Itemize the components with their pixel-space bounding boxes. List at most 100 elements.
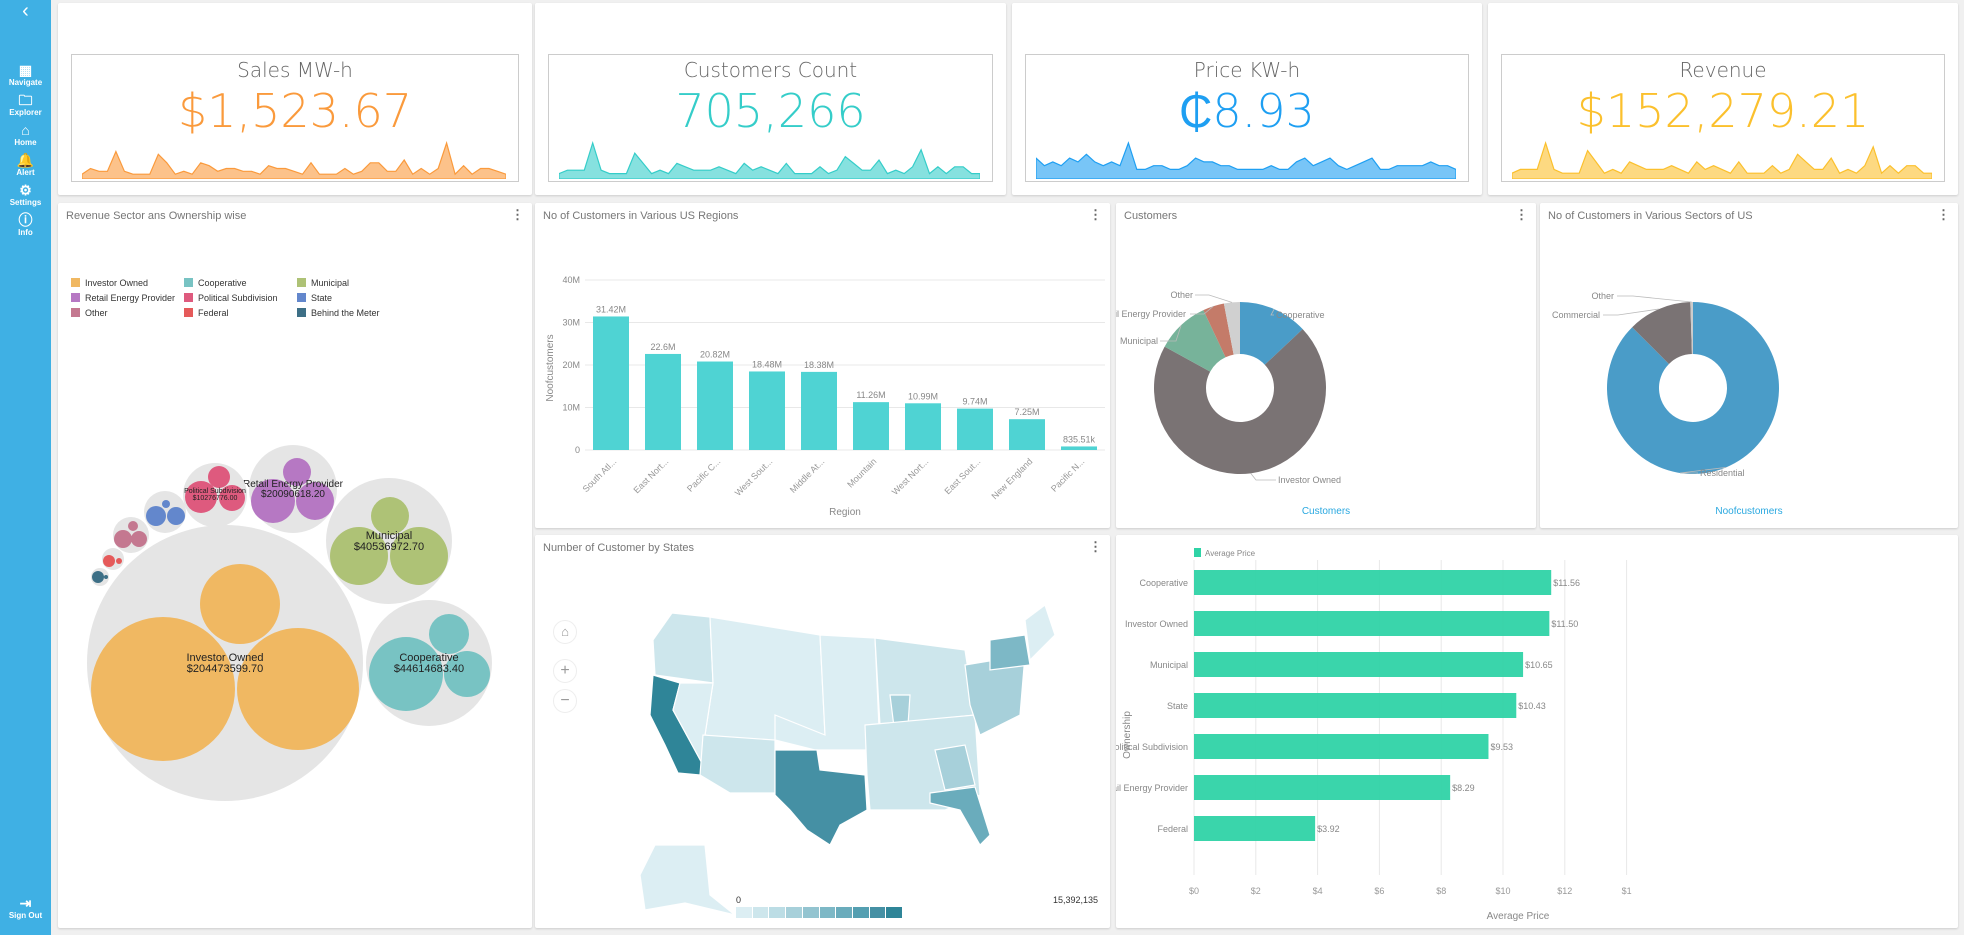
legend-item[interactable]: Behind the Meter bbox=[297, 308, 410, 318]
bubble-group-federal bbox=[102, 548, 124, 570]
more-menu-icon[interactable]: ⋮ bbox=[1089, 207, 1102, 222]
leader-line bbox=[1270, 308, 1275, 316]
sparkline-area bbox=[1512, 141, 1932, 179]
bar bbox=[1194, 816, 1316, 841]
map-region-newengland bbox=[1024, 604, 1056, 662]
x-tick-label: $8 bbox=[1436, 886, 1446, 896]
bubble-value: $40536972.70 bbox=[354, 541, 424, 553]
legend-item[interactable]: Federal bbox=[184, 308, 297, 318]
sparkline-area bbox=[1036, 141, 1456, 179]
sidebar-item-settings[interactable]: ⚙ Settings bbox=[0, 182, 51, 207]
bubble-group-municipal: Municipal$40536972.70 bbox=[326, 478, 452, 604]
sidebar-item-explorer[interactable]: 🗀 Explorer bbox=[0, 92, 51, 117]
bar bbox=[1194, 734, 1489, 759]
sign-out-button[interactable]: ⇥ Sign Out bbox=[0, 895, 51, 920]
data-label: 31.42M bbox=[596, 304, 626, 314]
regions-bar-chart: 0 10M 20M 30M 40M 31.42M South Atl... 22.6M East… bbox=[545, 275, 1105, 518]
legend-item[interactable]: Investor Owned bbox=[71, 278, 184, 288]
data-label: 20.82M bbox=[700, 350, 730, 360]
sparkline-area bbox=[82, 141, 506, 179]
bubble-label: Investor Owned bbox=[186, 652, 263, 664]
leader-line bbox=[1250, 473, 1276, 481]
sidebar-item-alert[interactable]: 🔔 Alert bbox=[0, 152, 51, 177]
bubble bbox=[104, 575, 108, 579]
bubble-label: Cooperative bbox=[399, 652, 458, 664]
average-price-panel: $0 $2 $4 $6 $8 $10 $12 $1 Average Price Cooperati… bbox=[1116, 535, 1958, 928]
bubble-group-investor-owned: Investor Owned$204473599.70 bbox=[87, 525, 363, 801]
bubble-label: Retail Energy Provider bbox=[243, 479, 344, 490]
data-label: $3.92 bbox=[1317, 824, 1340, 834]
kpi-card-2: Price KW-h ₵8.93 bbox=[1012, 3, 1482, 195]
legend-item[interactable]: Political Subdivision bbox=[184, 293, 297, 303]
back-button[interactable]: ‹ bbox=[22, 0, 29, 22]
zoom-in-button[interactable]: + bbox=[553, 659, 577, 683]
home-icon: ⌂ bbox=[21, 122, 30, 138]
sidebar-item-home[interactable]: ⌂ Home bbox=[0, 122, 51, 147]
bubble-value: $44614683.40 bbox=[394, 663, 464, 675]
bubble-group-cooperative: Cooperative$44614683.40 bbox=[366, 600, 492, 726]
legend-item[interactable]: Retail Energy Provider bbox=[71, 293, 184, 303]
legend-item[interactable]: Municipal bbox=[297, 278, 410, 288]
kpi-sparkline bbox=[1512, 141, 1932, 179]
x-tick-label: Pacific N... bbox=[1049, 456, 1086, 493]
panel-title: No of Customers in Various Sectors of US bbox=[1548, 210, 1753, 222]
bar bbox=[1194, 570, 1552, 595]
bubble bbox=[167, 507, 185, 525]
bar bbox=[1061, 446, 1097, 450]
bubble bbox=[237, 628, 359, 750]
sidebar-item-info[interactable]: ⓘ Info bbox=[0, 212, 51, 237]
y-tick-label: Municipal bbox=[1150, 660, 1188, 670]
sectors-donut-chart: Residential Commercial Other bbox=[1552, 291, 1779, 478]
bell-icon: 🔔 bbox=[16, 152, 35, 168]
donut-slice bbox=[1632, 302, 1692, 364]
more-menu-icon[interactable]: ⋮ bbox=[1515, 207, 1528, 222]
data-label: $11.56 bbox=[1553, 578, 1580, 588]
kpi-title: Price KW-h bbox=[1193, 58, 1301, 82]
bubble bbox=[429, 614, 469, 654]
map-region-alaska bbox=[639, 844, 736, 916]
bubble bbox=[369, 637, 443, 711]
kpi-box: Customers Count 705,266 bbox=[548, 54, 993, 182]
y-tick-label: State bbox=[1167, 701, 1188, 711]
folder-icon: 🗀 bbox=[18, 92, 33, 108]
map-home-button[interactable]: ⌂ bbox=[553, 620, 577, 644]
bubble bbox=[208, 466, 230, 488]
sidebar-item-navigate[interactable]: ▦ Navigate bbox=[0, 62, 51, 87]
x-axis-title: Average Price bbox=[1487, 911, 1550, 922]
x-tick-label: $2 bbox=[1251, 886, 1261, 896]
slice-label: Cooperative bbox=[1276, 310, 1325, 320]
bar bbox=[697, 361, 733, 450]
average-price-bar-chart: $0 $2 $4 $6 $8 $10 $12 $1 Average Price Cooperati… bbox=[1116, 548, 1632, 922]
legend-item[interactable]: Cooperative bbox=[184, 278, 297, 288]
chart-footer-label: Noofcustomers bbox=[1715, 506, 1783, 517]
scale-step bbox=[786, 907, 802, 918]
kpi-card-1: Customers Count 705,266 bbox=[535, 3, 1006, 195]
kpi-value: 705,266 bbox=[675, 84, 866, 138]
y-tick-label: Cooperative bbox=[1139, 578, 1188, 588]
slice-label: Other bbox=[1170, 290, 1193, 300]
x-tick-label: $0 bbox=[1189, 886, 1199, 896]
x-tick-label: East Sout... bbox=[942, 456, 982, 496]
donut-slice bbox=[1223, 302, 1240, 355]
legend-swatch bbox=[71, 293, 80, 302]
legend-swatch bbox=[184, 308, 193, 317]
bubble bbox=[91, 617, 235, 761]
legend-item[interactable]: State bbox=[297, 293, 410, 303]
data-label: 835.51k bbox=[1063, 434, 1096, 444]
bubble bbox=[185, 481, 217, 513]
map-legend-min: 0 bbox=[736, 895, 742, 905]
legend-swatch bbox=[71, 278, 80, 287]
more-menu-icon[interactable]: ⋮ bbox=[1089, 539, 1102, 554]
data-label: 11.26M bbox=[856, 390, 885, 400]
legend-item[interactable]: Other bbox=[71, 308, 184, 318]
more-menu-icon[interactable]: ⋮ bbox=[511, 207, 524, 222]
chart-footer-label: Customers bbox=[1301, 506, 1351, 517]
more-menu-icon[interactable]: ⋮ bbox=[1937, 207, 1950, 222]
x-tick-label: Pacific C... bbox=[685, 456, 722, 493]
data-label: $11.50 bbox=[1551, 619, 1578, 629]
scale-step bbox=[736, 907, 752, 918]
bar bbox=[593, 316, 629, 450]
slice-label: Investor Owned bbox=[1278, 475, 1341, 485]
slice-label: Commercial bbox=[1552, 310, 1600, 320]
zoom-out-button[interactable]: − bbox=[553, 689, 577, 713]
